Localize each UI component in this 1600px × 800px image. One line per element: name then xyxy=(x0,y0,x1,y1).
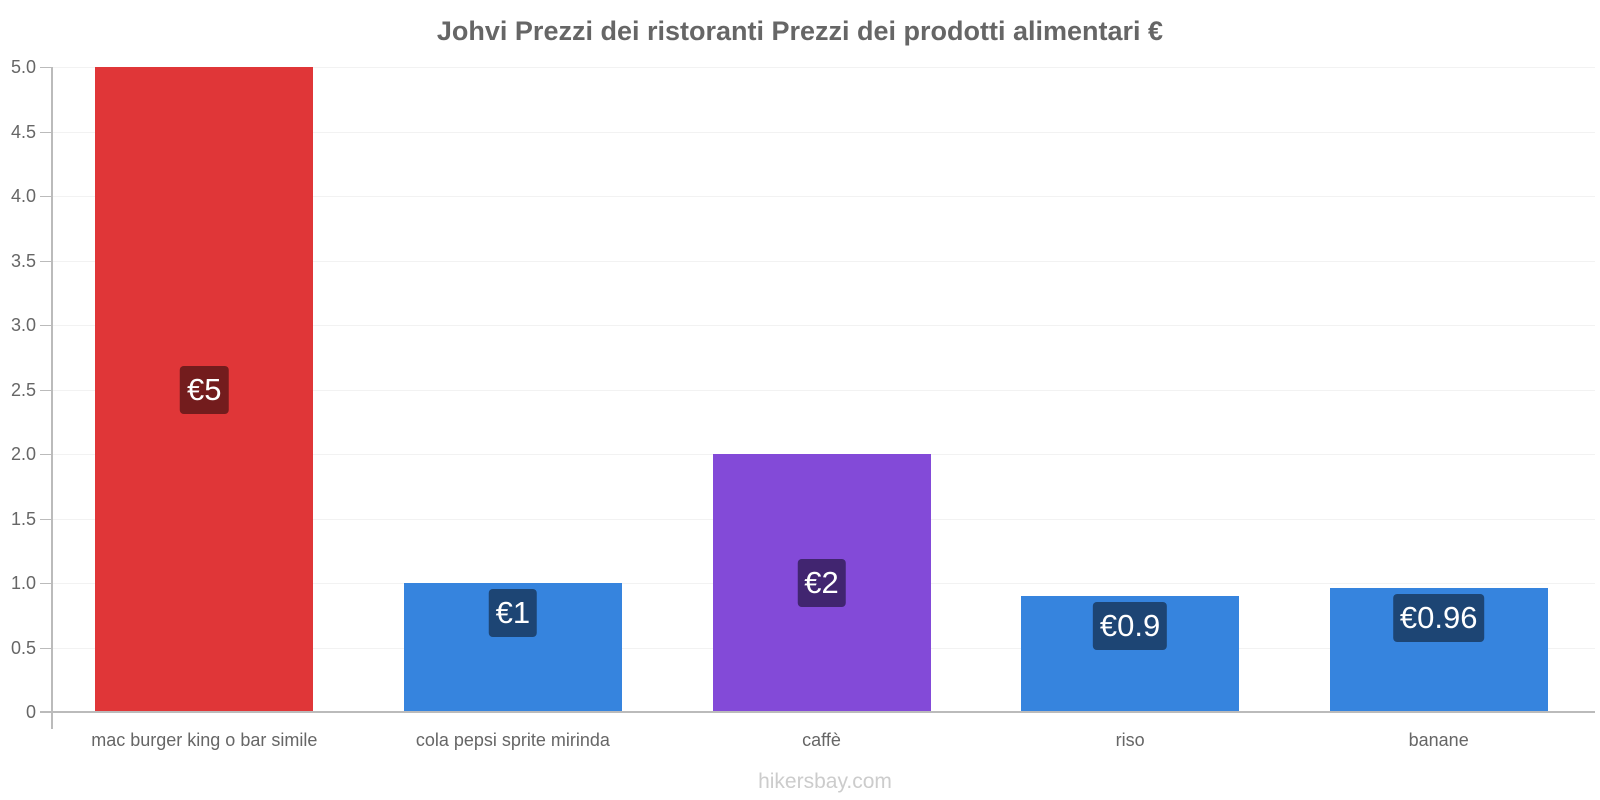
bar[interactable]: €0.96 xyxy=(1329,588,1548,712)
bar[interactable]: €2 xyxy=(712,454,931,712)
gridline xyxy=(52,196,1595,197)
x-axis-category-label: caffè xyxy=(802,730,841,750)
gridline xyxy=(52,260,1595,262)
plot-area: €5 €1 €2 €0.9 €0.96 xyxy=(52,67,1595,713)
y-tick-mark xyxy=(40,67,52,68)
y-tick-label: 0.5 xyxy=(10,637,36,658)
y-tick-label: 4.0 xyxy=(10,186,36,206)
y-tick-mark xyxy=(40,454,52,455)
gridline xyxy=(52,325,1595,326)
bar-value-label: €5 xyxy=(180,365,229,414)
x-axis-category-label: cola pepsi sprite mirinda xyxy=(415,730,610,750)
y-tick-label: 2.5 xyxy=(10,379,36,400)
y-tick-label: 2.0 xyxy=(10,444,36,464)
y-tick-label: 3.5 xyxy=(10,250,36,271)
bar-value-label: €2 xyxy=(797,559,846,607)
gridline xyxy=(52,389,1595,391)
x-axis-category-label: mac burger king o bar simile xyxy=(91,730,318,750)
watermark: hikersbay.com xyxy=(758,770,892,793)
y-tick-mark xyxy=(40,518,52,520)
y-tick-mark xyxy=(40,583,52,584)
y-tick-mark xyxy=(40,389,52,391)
bar[interactable]: €1 xyxy=(403,583,622,712)
x-axis-line xyxy=(40,711,1595,713)
y-tick-mark xyxy=(40,196,52,197)
bar-value-label: €0.9 xyxy=(1092,601,1168,650)
y-tick-mark xyxy=(40,712,52,713)
y-tick-mark xyxy=(40,260,52,262)
y-axis-line xyxy=(51,67,53,729)
y-tick-mark xyxy=(40,647,52,649)
y-tick-label: 5.0 xyxy=(10,57,36,77)
bar-value-label: €0.96 xyxy=(1392,594,1485,643)
y-tick-label: 1.0 xyxy=(10,573,36,593)
x-axis-category-label: banane xyxy=(1408,730,1469,750)
bar[interactable]: €5 xyxy=(95,67,314,712)
chart-title: Johvi Prezzi dei ristoranti Prezzi dei p… xyxy=(436,16,1164,46)
y-tick-label: 1.5 xyxy=(10,508,36,529)
bar-value-label: €1 xyxy=(488,589,538,638)
y-tick-label: 4.5 xyxy=(10,121,36,142)
gridline xyxy=(52,131,1595,133)
y-tick-label: 0 xyxy=(25,702,36,722)
y-tick-mark xyxy=(40,325,52,326)
bar[interactable]: €0.9 xyxy=(1021,595,1240,712)
gridline xyxy=(52,67,1595,68)
y-tick-label: 3.0 xyxy=(10,315,36,335)
y-tick-mark xyxy=(40,131,52,133)
x-axis-category-label: riso xyxy=(1115,730,1145,750)
